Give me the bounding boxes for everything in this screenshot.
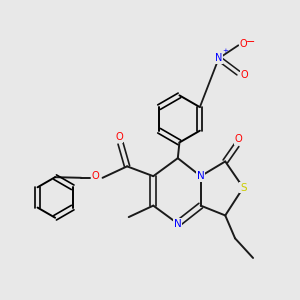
Text: O: O	[235, 134, 242, 144]
Text: N: N	[174, 219, 182, 229]
Text: O: O	[240, 70, 248, 80]
Text: +: +	[222, 48, 228, 54]
Text: O: O	[115, 132, 123, 142]
Text: O: O	[239, 39, 247, 49]
Text: N: N	[215, 53, 222, 63]
Text: S: S	[240, 183, 247, 193]
Text: N: N	[197, 171, 205, 181]
Text: −: −	[246, 37, 256, 47]
Text: O: O	[92, 171, 99, 181]
